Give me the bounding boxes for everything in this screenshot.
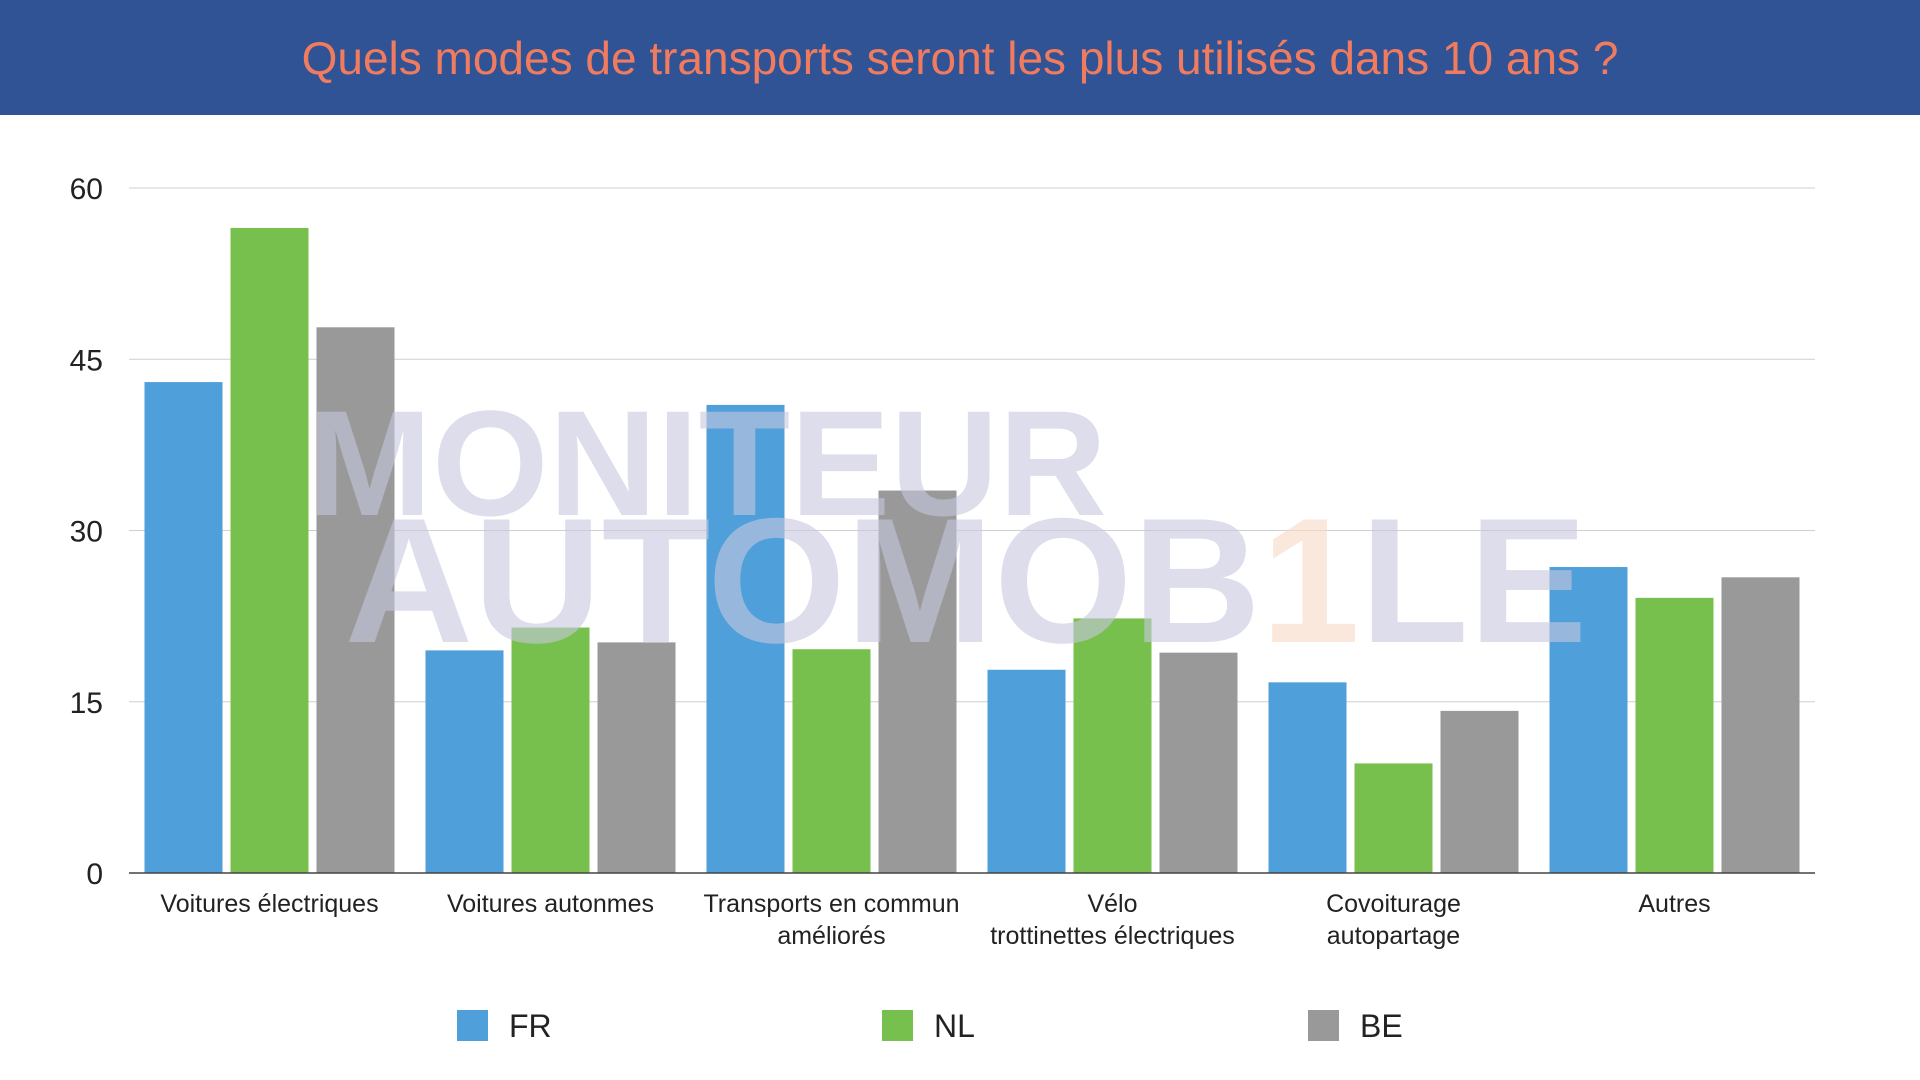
legend-label-nl: NL	[934, 1008, 975, 1044]
bar-nl	[1635, 597, 1714, 873]
legend-label-be: BE	[1360, 1008, 1403, 1044]
bar-nl	[230, 227, 309, 873]
x-axis-labels: Voitures électriques Voitures autonmes Tra…	[160, 890, 1710, 950]
watermark-line1: MONITEUR	[307, 379, 1107, 547]
x-tick-label: améliorés	[777, 922, 885, 950]
bar-nl	[1354, 763, 1433, 873]
bar-nl	[1073, 618, 1152, 873]
x-tick-label: Autres	[1638, 890, 1710, 918]
y-tick-label: 45	[70, 344, 103, 377]
bar-fr	[706, 404, 785, 873]
bar-be	[1721, 577, 1800, 873]
chart-title: Quels modes de transports seront les plu…	[301, 31, 1619, 84]
bar-fr	[1549, 567, 1628, 873]
chart-legend: FR NL BE	[457, 1008, 1403, 1044]
bar-fr	[144, 382, 223, 873]
bar-be	[316, 327, 395, 873]
bar-nl	[511, 627, 590, 873]
x-tick-label: Covoiturage	[1326, 890, 1461, 918]
y-tick-label: 15	[70, 687, 103, 720]
legend-swatch-nl	[882, 1010, 913, 1041]
bar-nl	[792, 649, 871, 873]
x-tick-label: Voitures autonmes	[447, 890, 654, 918]
bar-be	[1159, 652, 1238, 873]
bar-be	[878, 490, 957, 873]
chart-gridlines	[129, 187, 1815, 703]
legend-swatch-fr	[457, 1010, 488, 1041]
bar-chart: 0 15 30 45 60 MONITEUR AUTOMOB1LE Voitures é…	[70, 173, 1815, 1044]
bar-be	[597, 642, 676, 873]
y-axis-ticks: 0 15 30 45 60	[70, 173, 103, 891]
y-tick-label: 0	[86, 858, 103, 891]
legend-label-fr: FR	[509, 1008, 552, 1044]
bar-fr	[1268, 682, 1347, 873]
chart-header: Quels modes de transports seront les plu…	[0, 0, 1920, 115]
x-tick-label: Voitures électriques	[160, 890, 378, 918]
bar-be	[1440, 710, 1519, 873]
y-tick-label: 30	[70, 516, 103, 549]
watermark-logo: MONITEUR AUTOMOB1LE	[307, 379, 1587, 680]
legend-swatch-be	[1308, 1010, 1339, 1041]
bar-fr	[987, 669, 1066, 873]
x-tick-label: Transports en commun	[703, 890, 959, 918]
x-tick-label: Vélo	[1087, 890, 1137, 918]
watermark-line2: AUTOMOB1LE	[345, 481, 1588, 680]
bar-fr	[425, 650, 504, 873]
chart-bars	[144, 227, 1800, 873]
x-tick-label: trottinettes électriques	[990, 922, 1235, 950]
y-tick-label: 60	[70, 173, 103, 206]
x-tick-label: autopartage	[1327, 922, 1460, 950]
